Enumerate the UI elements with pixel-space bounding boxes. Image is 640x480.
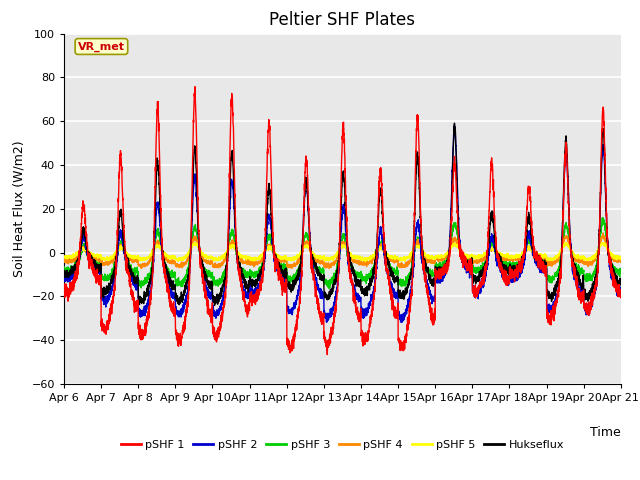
Legend: pSHF 1, pSHF 2, pSHF 3, pSHF 4, pSHF 5, Hukseflux: pSHF 1, pSHF 2, pSHF 3, pSHF 4, pSHF 5, … [116,435,569,454]
Text: Time: Time [590,426,621,439]
Y-axis label: Soil Heat Flux (W/m2): Soil Heat Flux (W/m2) [13,141,26,277]
Text: VR_met: VR_met [78,41,125,52]
Title: Peltier SHF Plates: Peltier SHF Plates [269,11,415,29]
